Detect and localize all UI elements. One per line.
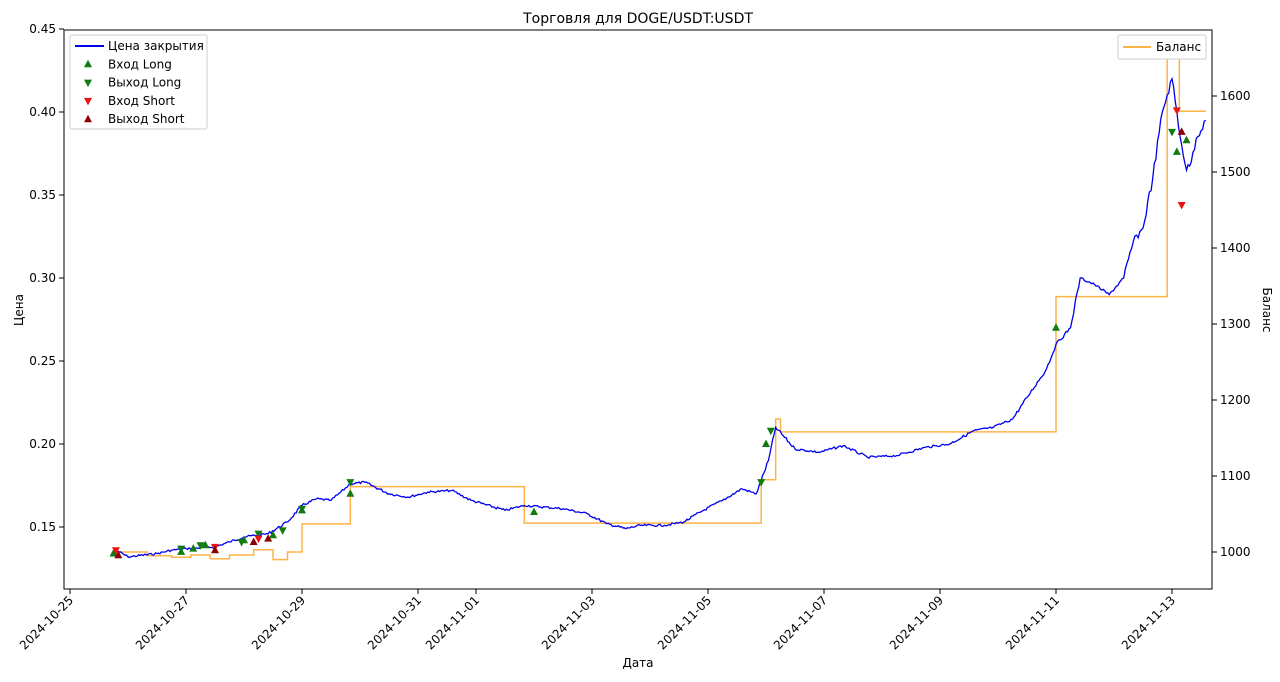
- long-entry-marker: [1172, 147, 1181, 155]
- y-tick-label: 0.40: [29, 105, 56, 119]
- short-entry-marker: [111, 547, 120, 555]
- plot-area: [63, 29, 1213, 590]
- short-exit-marker: [249, 537, 258, 545]
- long-exit-marker: [278, 527, 287, 535]
- y2-tick-label: 1000: [1220, 545, 1251, 559]
- long-entry-marker: [346, 489, 355, 497]
- legend-right: Баланс: [1117, 34, 1207, 60]
- short-entry-marker: [254, 535, 263, 544]
- y2-tick-label: 1400: [1220, 241, 1251, 255]
- long-exit-marker: [757, 479, 766, 487]
- y-axis-left: 0.15 0.20 0.25 0.30 0.35 0.40 0.45: [29, 22, 64, 534]
- y2-axis-label: Баланс: [1260, 287, 1274, 332]
- long-entry-marker: [201, 540, 210, 549]
- y2-tick-label: 1600: [1220, 89, 1251, 103]
- long-entry-marker: [530, 507, 538, 516]
- y-tick-label: 0.35: [29, 188, 56, 202]
- y2-tick-label: 1100: [1220, 469, 1251, 483]
- short-exit-marker: [114, 550, 123, 559]
- legend-swatch-long-exit: [84, 79, 92, 88]
- balance-line: [115, 57, 1206, 561]
- short-exit-marker: [1177, 127, 1186, 135]
- legend-entry-label: Выход Long: [108, 76, 181, 90]
- short-entry-marker: [1177, 201, 1186, 210]
- y2-tick-label: 1200: [1220, 393, 1251, 407]
- y-tick-label: 0.45: [29, 22, 56, 36]
- x-axis-label: Дата: [622, 656, 653, 670]
- long-entry-marker: [269, 530, 277, 539]
- long-entry-marker: [762, 439, 770, 447]
- legend-entry-label: Вход Long: [108, 57, 172, 71]
- legend-swatch-long-entry: [84, 59, 92, 68]
- plot-frame: [63, 29, 1213, 590]
- long-entry-marker: [1182, 135, 1191, 144]
- long-exit-marker: [196, 542, 205, 550]
- long-exit-marker: [254, 530, 263, 539]
- price-layer: [115, 76, 1207, 559]
- legend-entry-label: Цена закрытия: [108, 39, 204, 53]
- long-exit-marker: [1168, 128, 1176, 137]
- marker-layer: [109, 107, 1191, 559]
- y-tick-label: 0.25: [29, 354, 56, 368]
- short-entry-marker: [1172, 107, 1181, 115]
- legend-entry-label: Выход Short: [108, 112, 185, 126]
- legend-left-box: [69, 34, 208, 130]
- price-line: [115, 76, 1207, 559]
- long-entry-marker: [109, 549, 118, 557]
- long-entry-marker: [1052, 323, 1060, 331]
- long-exit-marker: [766, 427, 775, 436]
- y2-tick-label: 1500: [1220, 165, 1251, 179]
- short-exit-marker: [211, 545, 219, 554]
- long-exit-marker: [177, 545, 186, 554]
- legend-left: Цена закрытия Вход Long Выход Long Вход Sho…: [69, 34, 208, 130]
- legend-swatch-short-entry: [84, 97, 92, 106]
- long-exit-marker: [298, 505, 306, 514]
- short-exit-marker: [264, 534, 273, 542]
- y-axis-label: Цена: [12, 294, 26, 326]
- y2-tick-label: 1300: [1220, 317, 1251, 331]
- y-axis-right: 1000 1100 1200 1300 1400 1500 1600: [1212, 89, 1251, 559]
- long-exit-marker: [346, 479, 355, 487]
- y-tick-label: 0.15: [29, 520, 56, 534]
- y-tick-label: 0.30: [29, 271, 56, 285]
- legend-entry-label: Вход Short: [108, 94, 175, 108]
- legend-swatch-short-exit: [84, 114, 92, 123]
- y-tick-label: 0.20: [29, 437, 56, 451]
- balance-layer: [115, 57, 1206, 561]
- legend-right-box: [1117, 34, 1207, 60]
- long-exit-marker: [237, 538, 246, 547]
- chart-title: Торговля для DOGE/USDT:USDT: [522, 11, 753, 27]
- long-entry-marker: [189, 544, 198, 552]
- legend-entry-label: Баланс: [1156, 40, 1201, 54]
